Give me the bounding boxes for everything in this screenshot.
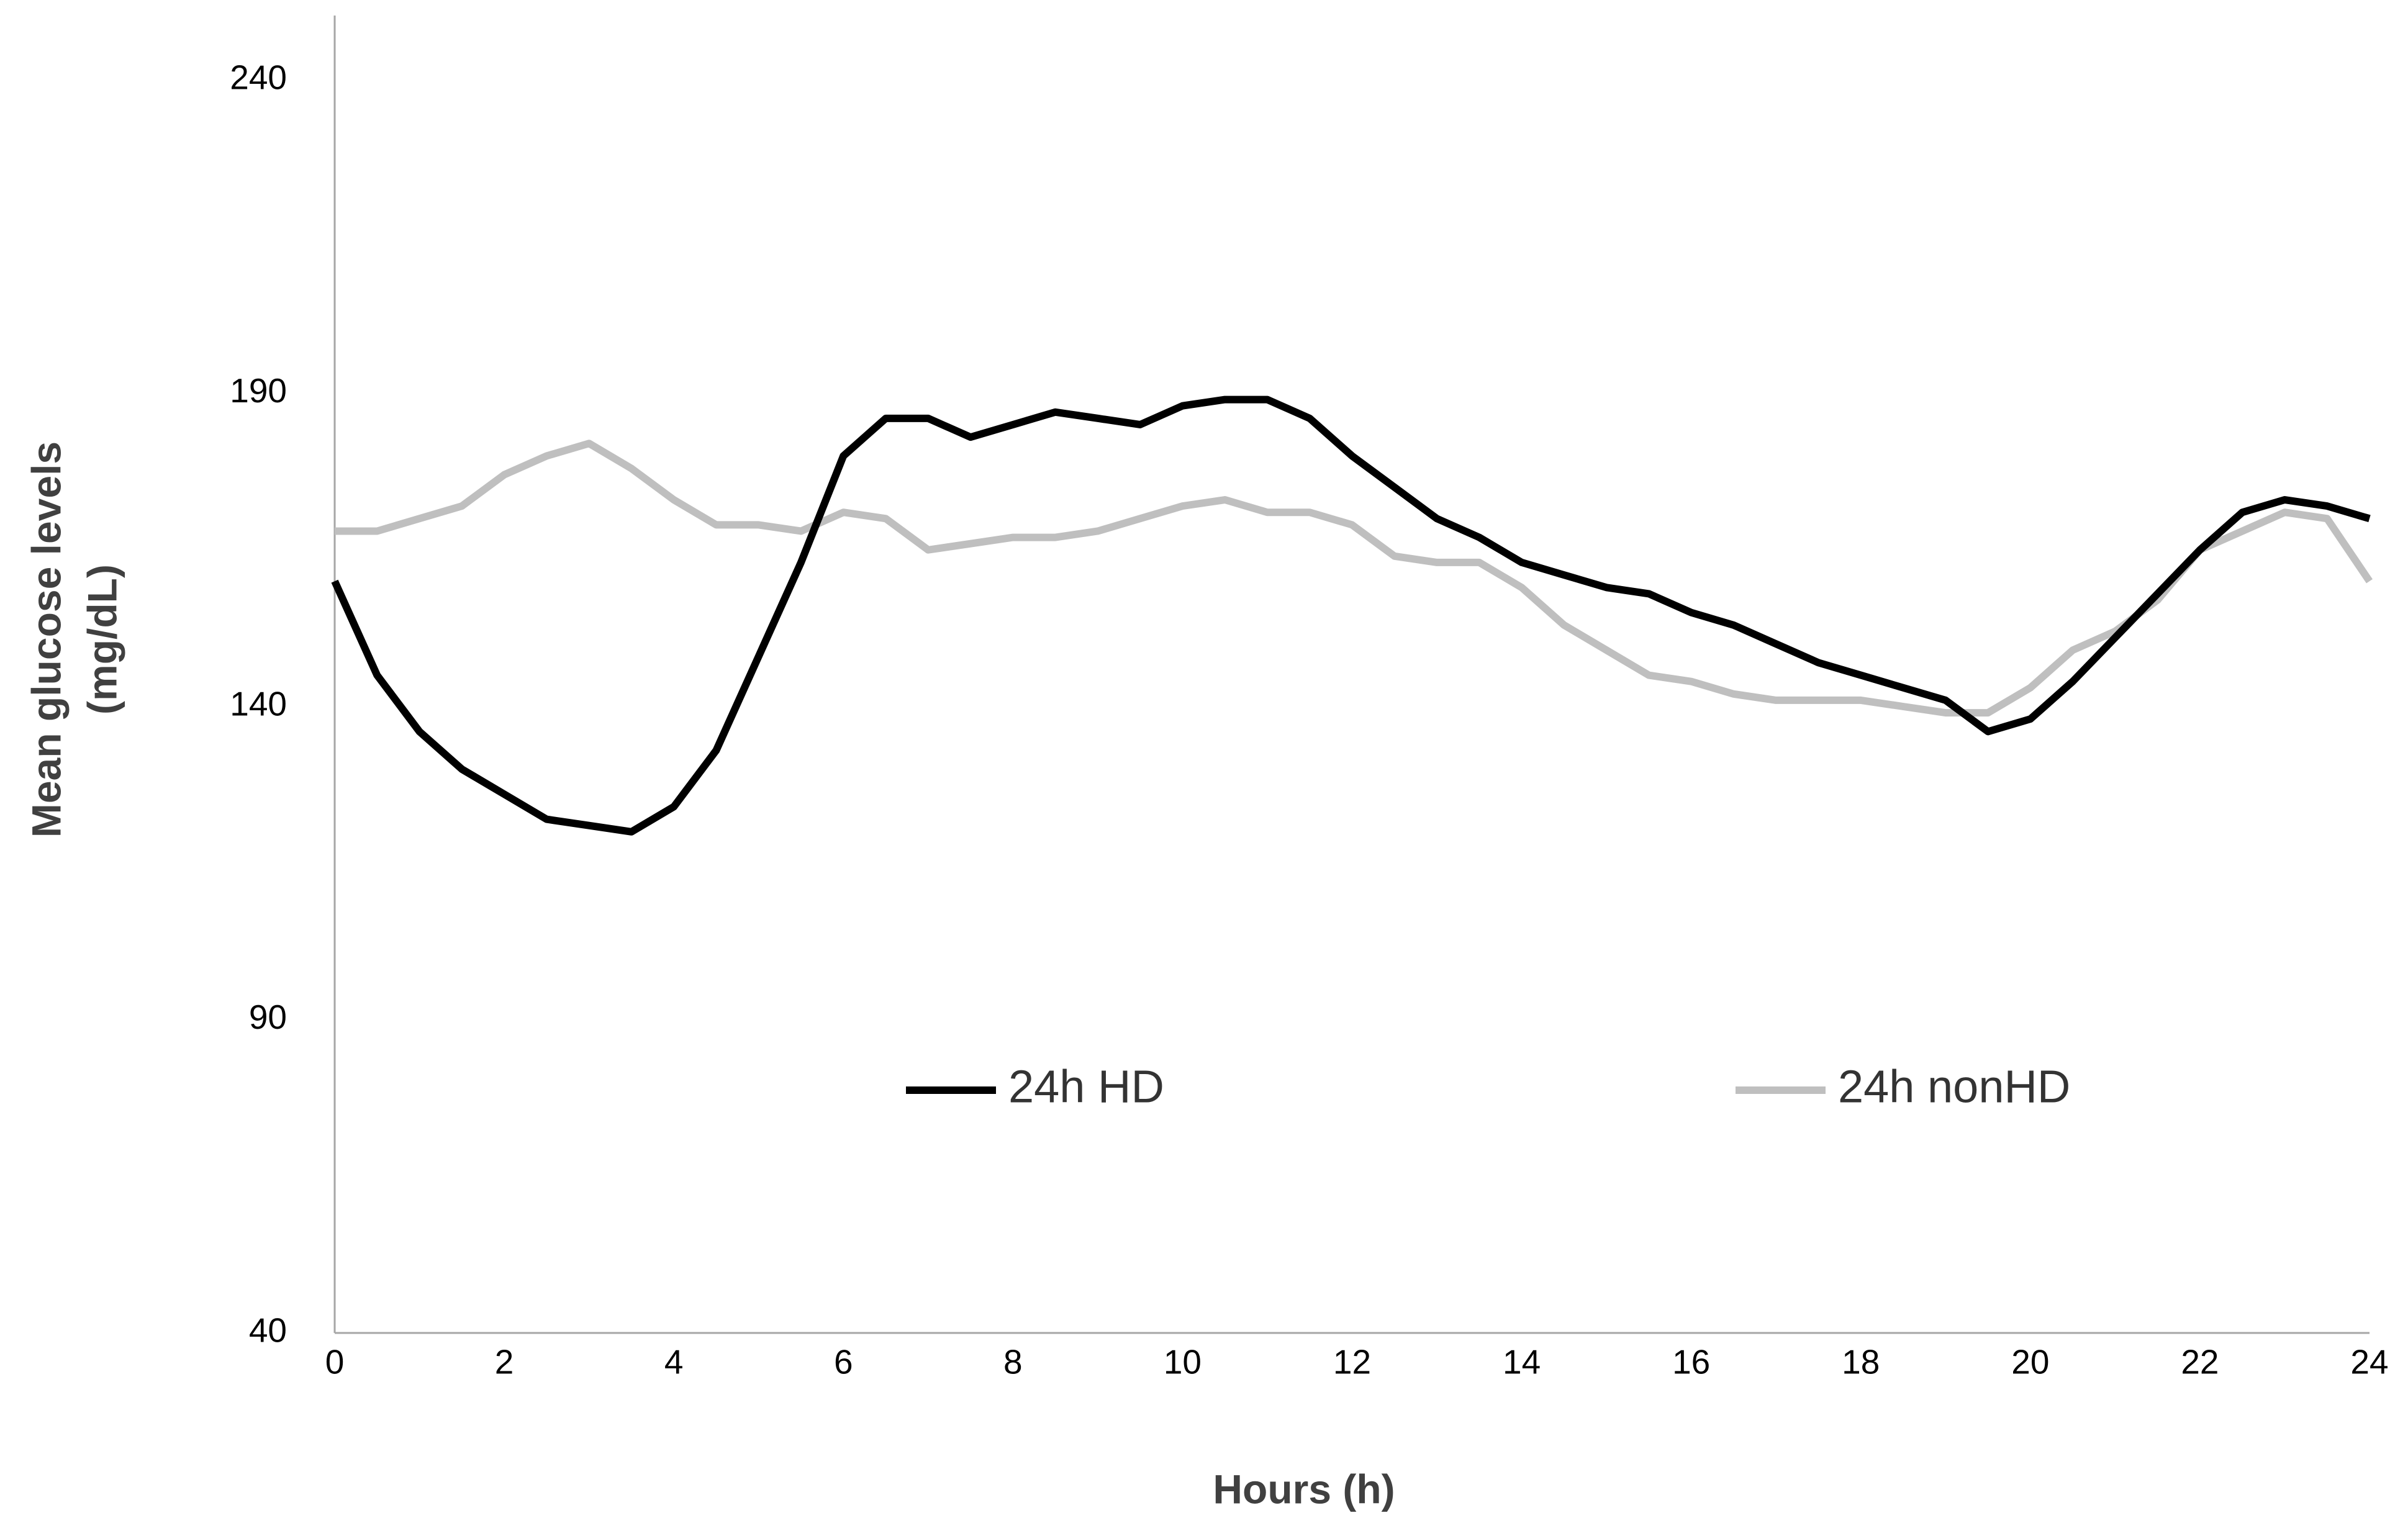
x-tick-label: 0 <box>325 1343 345 1381</box>
x-tick-label: 2 <box>495 1343 514 1381</box>
legend-label: 24h nonHD <box>1838 1061 2070 1113</box>
x-tick-label: 22 <box>2181 1343 2219 1381</box>
x-tick-label: 24 <box>2350 1343 2388 1381</box>
y-tick-label: 140 <box>230 685 287 723</box>
x-tick-label: 6 <box>834 1343 853 1381</box>
x-tick-label: 12 <box>1333 1343 1371 1381</box>
y-tick-label: 190 <box>230 371 287 410</box>
x-axis-title: Hours (h) <box>1213 1466 1395 1512</box>
x-tick-label: 16 <box>1672 1343 1710 1381</box>
y-tick-label: 40 <box>249 1311 287 1350</box>
series-line <box>335 440 2373 717</box>
x-tick-label: 8 <box>1003 1343 1023 1381</box>
x-tick-label: 4 <box>664 1343 684 1381</box>
y-tick-label: 90 <box>249 998 287 1036</box>
x-tick-label: 18 <box>1842 1343 1880 1381</box>
y-axis-title: (mg/dL) <box>79 564 125 715</box>
y-tick-label: 240 <box>230 58 287 97</box>
x-tick-label: 14 <box>1503 1343 1541 1381</box>
x-tick-label: 20 <box>2011 1343 2049 1381</box>
series-line <box>331 395 2371 836</box>
legend-label: 24h HD <box>1008 1061 1164 1113</box>
y-axis-title: Mean glucose levels <box>23 441 69 838</box>
x-tick-label: 10 <box>1164 1343 1202 1381</box>
